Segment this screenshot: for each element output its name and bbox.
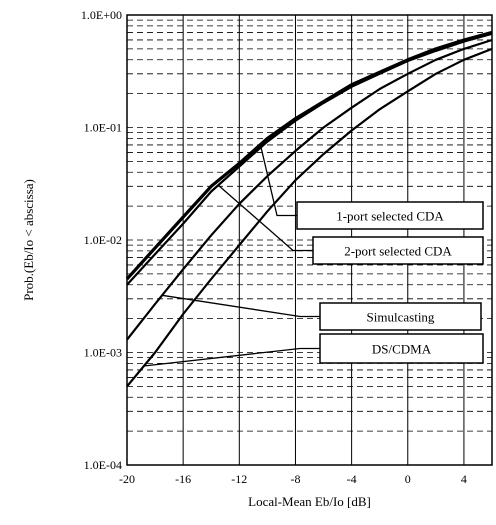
x-tick-label: 0 (405, 472, 411, 486)
x-tick-label: -4 (347, 472, 357, 486)
y-tick-label: 1.0E-02 (84, 233, 122, 247)
legend-box (319, 302, 482, 331)
series-line (126, 47, 493, 388)
series-lines (125, 30, 493, 388)
legend-box (296, 201, 484, 230)
legend-leader-line (162, 294, 320, 318)
legend-leader-line (217, 184, 313, 252)
legend-label: 2-port selected CDA (344, 244, 452, 259)
plot-frame (126, 14, 493, 466)
y-axis-ticks: 1.0E-04 1.0E-03 1.0E-02 1.0E-01 1.0E+00 (81, 8, 122, 472)
legend-label: 1-port selected CDA (336, 209, 444, 224)
legend: 1-port selected CDA 2-port selected CDA Si… (143, 144, 484, 367)
legend-box (312, 236, 484, 265)
legend-label: Simulcasting (367, 310, 435, 325)
legend-leader-line (259, 144, 297, 217)
y-axis-label: Prob.(Eb/Io < abscissa) (21, 179, 36, 301)
y-tick-label: 1.0E-03 (84, 346, 122, 360)
series-line (126, 38, 493, 341)
x-axis-ticks: -20 -16 -12 -8 -4 0 4 (119, 472, 467, 486)
y-tick-label: 1.0E-01 (84, 121, 122, 135)
series-line (125, 30, 493, 281)
legend-leader-line (143, 347, 320, 367)
y-tick-label: 1.0E+00 (81, 8, 122, 22)
legend-label: DS/CDMA (372, 342, 432, 357)
x-tick-label: -16 (175, 472, 191, 486)
x-tick-label: -20 (119, 472, 135, 486)
legend-box (319, 333, 484, 364)
y-tick-label: 1.0E-04 (84, 458, 122, 472)
series-line (126, 32, 493, 286)
x-tick-label: 4 (461, 472, 467, 486)
x-tick-label: -12 (231, 472, 247, 486)
x-axis-label: Local-Mean Eb/Io [dB] (248, 494, 371, 509)
x-tick-label: -8 (290, 472, 300, 486)
